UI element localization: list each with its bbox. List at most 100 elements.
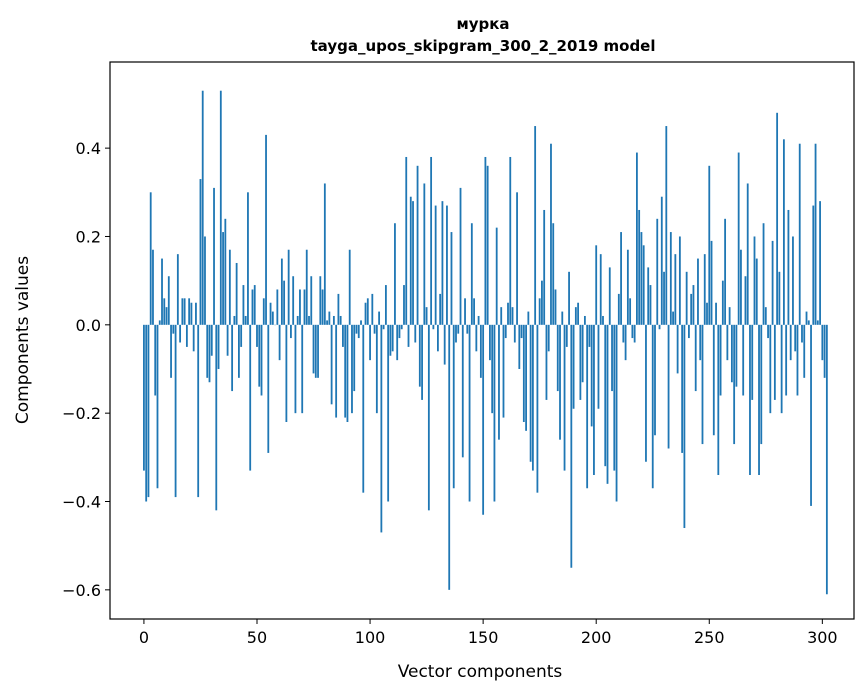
y-tick-label: −0.2 [62, 404, 101, 423]
bar [163, 298, 166, 325]
bar [771, 240, 774, 325]
bar [694, 324, 697, 392]
bar [681, 324, 684, 453]
bar [622, 324, 625, 343]
bar [222, 232, 224, 325]
bar [565, 324, 568, 347]
bar [606, 324, 609, 484]
bar [498, 324, 500, 440]
bar [364, 302, 367, 325]
bar [371, 293, 374, 325]
bar [285, 324, 288, 422]
bar [260, 324, 263, 396]
bar [484, 156, 487, 325]
bar [357, 324, 360, 339]
bar [502, 324, 505, 418]
x-tick-label: 0 [139, 628, 149, 647]
bar [418, 324, 421, 387]
bar [226, 324, 229, 356]
bar [312, 324, 315, 374]
bar [208, 324, 211, 383]
bar [649, 285, 652, 325]
bar [373, 324, 376, 334]
bar [805, 311, 808, 325]
bar [640, 232, 643, 325]
bar [751, 324, 754, 400]
bar [233, 315, 236, 325]
bar [378, 311, 381, 325]
bar [486, 165, 489, 325]
bar [276, 289, 279, 325]
bar [692, 285, 695, 325]
bar [773, 324, 776, 400]
bar [240, 324, 243, 347]
bar [688, 324, 690, 339]
bar [190, 302, 193, 325]
plot-frame [109, 61, 855, 620]
bar [183, 298, 186, 325]
bar [482, 324, 485, 515]
bar [516, 192, 518, 325]
bar [391, 324, 394, 352]
x-tick-label: 200 [581, 628, 612, 647]
bar [330, 324, 333, 405]
bar [778, 271, 781, 325]
bar [574, 307, 577, 325]
bar [332, 315, 335, 325]
bar [301, 324, 304, 414]
bar [452, 324, 455, 489]
bar [466, 324, 469, 334]
bar [199, 179, 202, 325]
bar [626, 249, 629, 325]
y-tick-label: −0.6 [62, 581, 101, 600]
bar [213, 187, 215, 325]
bar [568, 271, 570, 325]
bar [776, 112, 779, 325]
bar [437, 324, 439, 352]
bar [398, 324, 401, 339]
bar [149, 192, 152, 325]
chart-title-line-2: tayga_upos_skipgram_300_2_2019 model [311, 37, 656, 55]
x-tick-label: 250 [694, 628, 725, 647]
bar [251, 289, 254, 325]
bar [147, 324, 150, 498]
bar [767, 324, 769, 339]
bar [247, 192, 249, 325]
bar [547, 324, 550, 352]
bar [439, 293, 442, 325]
bar [624, 324, 627, 361]
bar [215, 324, 218, 511]
bar [678, 236, 681, 325]
bar [477, 315, 480, 325]
bar [810, 324, 812, 506]
bar [348, 249, 351, 325]
bar [604, 324, 607, 467]
bar [658, 324, 661, 330]
bar [715, 302, 717, 325]
bar [290, 324, 292, 339]
bar [337, 293, 340, 325]
bar [536, 324, 539, 493]
bar [271, 311, 274, 325]
y-axis-label: Components values [13, 256, 33, 424]
bar [769, 324, 772, 414]
bar [538, 298, 541, 325]
bar [719, 324, 722, 396]
bar [794, 324, 797, 352]
bar [703, 254, 706, 325]
bar [450, 232, 453, 325]
bar [459, 187, 462, 325]
bar [507, 302, 509, 325]
bar [228, 249, 231, 325]
bar [287, 249, 290, 325]
bar [728, 307, 731, 325]
bar [434, 205, 437, 325]
bar [554, 289, 557, 325]
bar [400, 324, 403, 330]
bar [495, 227, 498, 325]
bar [219, 90, 222, 325]
bar [613, 324, 616, 471]
bar [509, 156, 512, 325]
bar [195, 302, 197, 325]
bar [762, 223, 765, 325]
